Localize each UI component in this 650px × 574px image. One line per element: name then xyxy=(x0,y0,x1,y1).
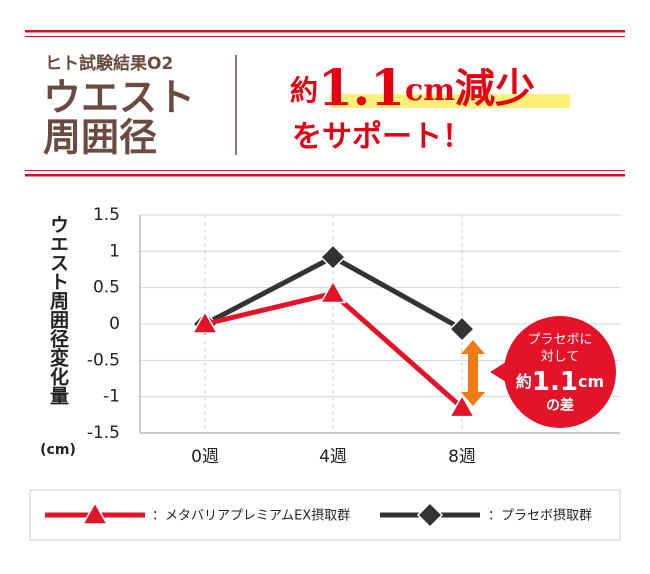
rule xyxy=(25,170,625,171)
callout-text: プラセボに xyxy=(527,333,592,348)
header-title: 周囲径 xyxy=(43,116,157,160)
marker xyxy=(416,501,444,529)
x-tick-label: 8週 xyxy=(448,447,476,467)
plot: 1.5 1 0.5 0 -0.5 -1 -1.5 0週 4週 8週 xyxy=(87,205,620,467)
unit: cm xyxy=(578,372,604,391)
marker xyxy=(448,394,476,418)
marker xyxy=(319,244,347,271)
y-tick-label: 1.5 xyxy=(93,205,120,225)
legend-items: ：メタバリアプレミアムEX摂取群 ：プラセボ摂取群 xyxy=(45,501,592,529)
callout-amount: 約1.1cm xyxy=(516,367,604,397)
callout-text: 対して xyxy=(541,350,580,365)
y-tick-label: 0 xyxy=(109,314,120,334)
approx: 約 xyxy=(290,74,318,107)
verb: 減少 xyxy=(455,65,535,112)
header-label: ヒト試験結果O2 xyxy=(45,53,173,74)
callout-text: の差 xyxy=(546,397,574,414)
legend-label: ：プラセボ摂取群 xyxy=(488,508,592,524)
marker xyxy=(319,279,347,304)
y-tick-label: 1 xyxy=(109,241,120,261)
y-tick-label: -0.5 xyxy=(87,350,120,370)
rule xyxy=(25,36,625,37)
header-claim: 約1.1cm減少 xyxy=(290,58,535,117)
marker xyxy=(191,310,219,334)
amount: 1.1 xyxy=(532,367,578,397)
x-tick-label: 4週 xyxy=(319,447,347,467)
marker xyxy=(81,501,109,525)
rule xyxy=(25,30,625,33)
y-axis-label: ウエスト周囲径変化量 xyxy=(47,215,69,405)
callout xyxy=(504,316,616,428)
y-axis-unit: (cm) xyxy=(40,442,76,458)
y-tick-label: -1 xyxy=(103,387,120,407)
y-tick-label: -1.5 xyxy=(87,423,120,443)
unit: cm xyxy=(405,73,455,108)
diff-arrow xyxy=(461,340,485,406)
approx: 約 xyxy=(516,372,532,391)
marker xyxy=(448,316,476,343)
highlight xyxy=(330,94,570,108)
callout-pointer xyxy=(490,362,506,382)
amount: 1.1 xyxy=(318,58,405,117)
rule xyxy=(25,174,625,177)
y-tick-label: 0.5 xyxy=(93,278,120,298)
legend-label: ：メタバリアプレミアムEX摂取群 xyxy=(152,508,350,524)
header-support: をサポート！ xyxy=(292,120,472,155)
header-title: ウエスト xyxy=(43,76,195,120)
x-tick-label: 0週 xyxy=(191,447,219,467)
legend xyxy=(29,489,621,541)
